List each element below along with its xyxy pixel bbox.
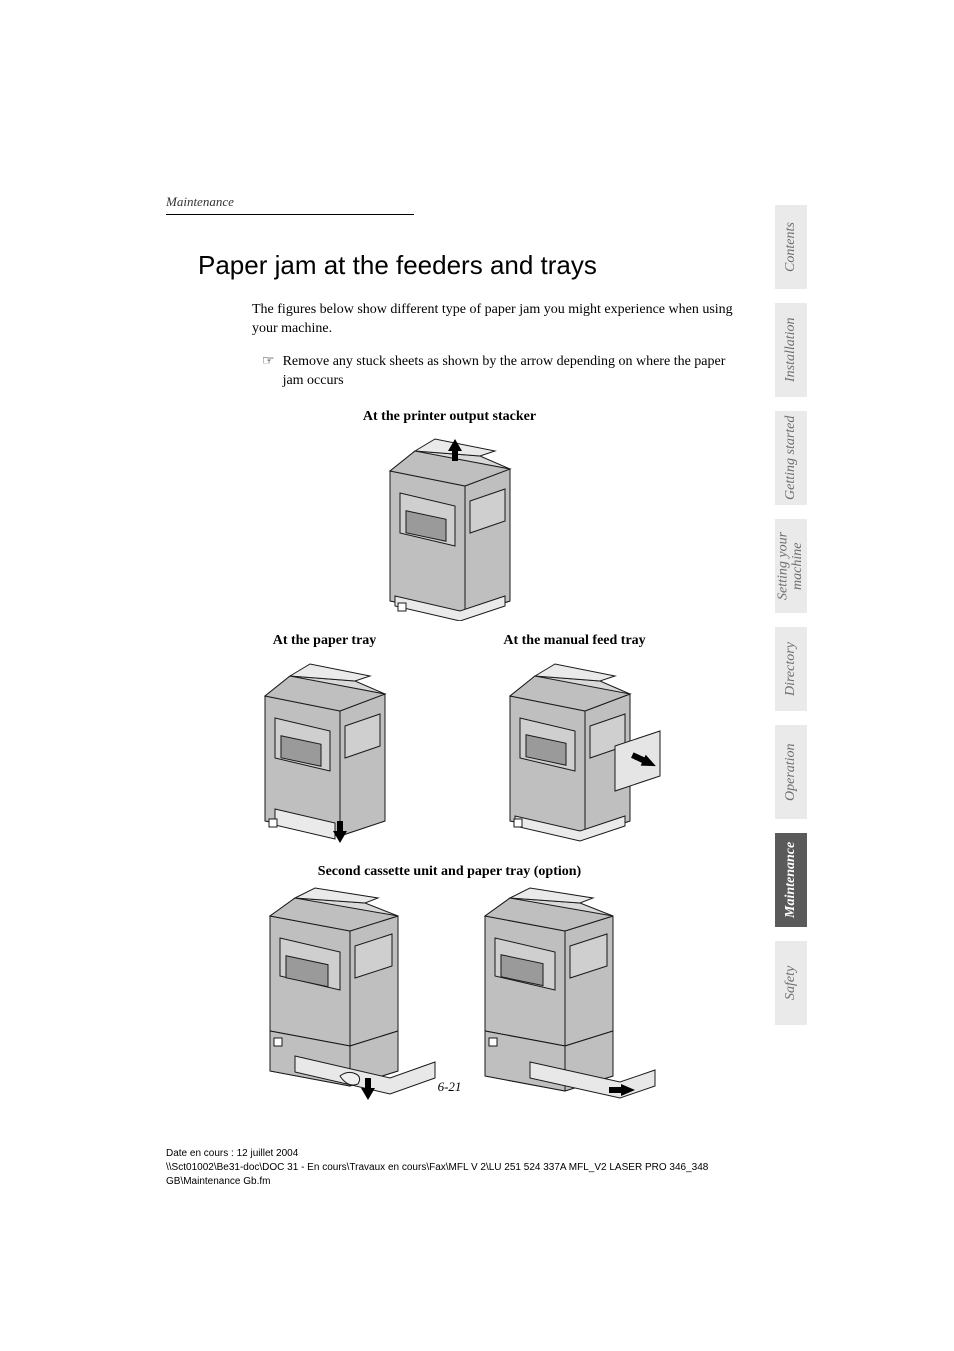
figure2-caption-row: At the paper tray At the manual feed tra… [166,621,733,655]
section-tabs-sidebar: Contents Installation Getting started Se… [775,205,807,1039]
printer-illustration-paper-tray [235,661,415,846]
note-row: ☞ Remove any stuck sheets as shown by th… [262,353,733,391]
printer-illustration-cassette-b [460,886,660,1106]
figure1 [166,431,733,621]
tab-contents[interactable]: Contents [775,205,807,289]
page-root: Maintenance Paper jam at the feeders and… [0,0,954,1351]
tab-setting-your-machine[interactable]: Setting yourmachine [775,519,807,613]
page-header: Maintenance [166,194,733,215]
printer-illustration-output-stacker [360,431,540,621]
tab-directory[interactable]: Directory [775,627,807,711]
footer-path: \\Sct01002\Be31-doc\DOC 31 - En cours\Tr… [166,1161,766,1189]
footer-date: Date en cours : 12 juillet 2004 [166,1147,766,1161]
tab-installation[interactable]: Installation [775,303,807,397]
intro-paragraph: The figures below show different type of… [252,301,733,339]
figure3-row [166,886,733,1106]
main-content: Paper jam at the feeders and trays The f… [166,250,733,1112]
figure2b-caption: At the manual feed tray [485,633,665,649]
header-rule [166,214,414,215]
page-footer: Date en cours : 12 juillet 2004 \\Sct010… [166,1147,766,1189]
tab-safety[interactable]: Safety [775,941,807,1025]
printer-illustration-cassette-a [240,886,440,1106]
tab-maintenance[interactable]: Maintenance [775,833,807,927]
tab-getting-started[interactable]: Getting started [775,411,807,505]
pointing-hand-icon: ☞ [262,353,275,371]
figure2-row [166,661,733,846]
printer-illustration-manual-feed [485,661,665,846]
figure3-caption: Second cassette unit and paper tray (opt… [166,864,733,880]
tab-operation[interactable]: Operation [775,725,807,819]
figure2a-caption: At the paper tray [235,633,415,649]
section-label: Maintenance [166,194,733,210]
figure1-caption: At the printer output stacker [166,409,733,425]
page-title: Paper jam at the feeders and trays [198,250,733,281]
note-text: Remove any stuck sheets as shown by the … [283,353,733,391]
page-number: 6-21 [166,1079,733,1095]
